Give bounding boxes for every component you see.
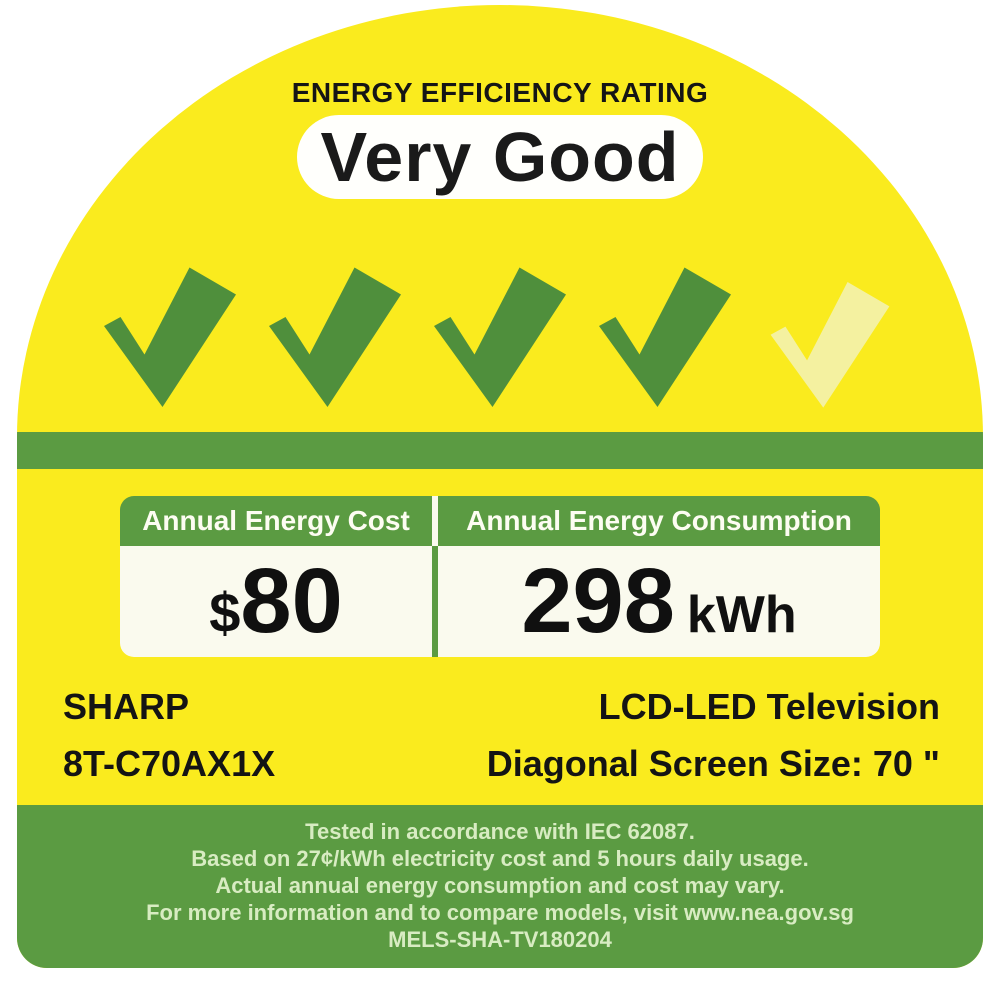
annual-energy-cost-header: Annual Energy Cost [120,496,432,546]
footer-line: Actual annual energy consumption and cos… [215,873,785,898]
annual-energy-cost-value: $80 [120,546,432,657]
consumption-amount: 298 [521,549,675,652]
annual-energy-consumption-header: Annual Energy Consumption [438,496,880,546]
currency-symbol: $ [209,580,241,644]
annual-energy-consumption-value: 298 kWh [438,546,880,657]
brand-type-row: SHARP LCD-LED Television [63,689,940,725]
product-type: LCD-LED Television [598,686,940,727]
divider-bar [17,432,983,469]
footer-notes: Tested in accordance with IEC 62087. Bas… [17,805,983,968]
rating-title: ENERGY EFFICIENCY RATING [291,77,709,108]
model-number: 8T-C70AX1X [63,743,276,784]
check-filled-icon [269,267,401,407]
energy-label: ENERGY EFFICIENCY RATING Very Good Annua… [17,5,983,968]
energy-panel: Annual Energy Cost Annual Energy Consump… [120,496,880,657]
footer-line: For more information and to compare mode… [146,900,854,925]
rating-ticks [17,253,983,431]
consumption-unit: kWh [686,585,797,644]
cost-amount: 80 [240,549,343,652]
check-filled-icon [599,267,731,407]
panel-divider-bottom [432,546,438,657]
model-size-row: 8T-C70AX1X Diagonal Screen Size: 70 " [63,746,940,782]
check-filled-icon [434,267,566,407]
brand-name: SHARP [63,686,190,727]
screen-size: Diagonal Screen Size: 70 " [486,743,940,784]
panel-divider-top [432,496,438,546]
footer-line: Tested in accordance with IEC 62087. [305,819,695,844]
check-filled-icon [104,267,236,407]
footer-line: Based on 27¢/kWh electricity cost and 5 … [191,846,809,871]
rating-value: Very Good [320,118,680,196]
footer-registration-number: MELS-SHA-TV180204 [388,927,612,952]
check-pale-icon [770,282,890,408]
rating-pill: Very Good [297,115,703,199]
